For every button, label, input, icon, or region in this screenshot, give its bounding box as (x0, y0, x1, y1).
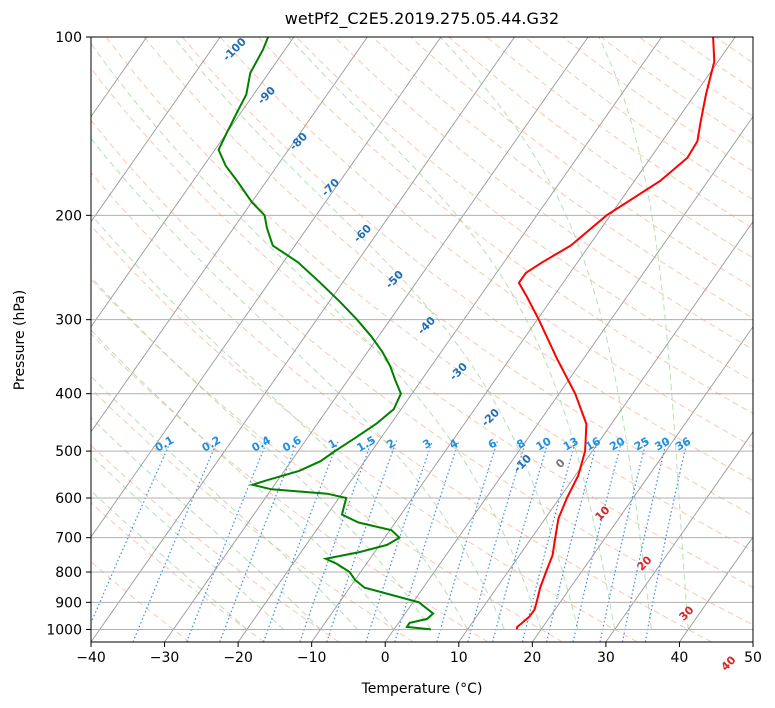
moist-adiabat-line (91, 375, 358, 630)
isotherm-line (91, 37, 221, 223)
isotherm-line (91, 37, 368, 433)
mixing-ratio-line (299, 440, 373, 642)
dry-adiabat-line (257, 37, 753, 415)
x-tick-label: 50 (744, 650, 762, 666)
mixing-ratio-line (599, 440, 647, 642)
dry-adiabat-line (296, 37, 753, 382)
x-tick-label: 0 (381, 650, 390, 666)
moist-adiabat-line (91, 42, 542, 630)
isotherm-line (91, 37, 515, 642)
moist-adiabat-line (91, 329, 395, 630)
x-tick-label: −40 (76, 650, 106, 666)
y-axis-label: Pressure (hPa) (12, 290, 28, 390)
moist-adiabat-line (91, 213, 469, 630)
pressure-grid (91, 37, 753, 630)
mixing-ratio-line (572, 440, 623, 642)
dry-adiabat-line (91, 278, 563, 642)
x-tick-label: 20 (523, 650, 541, 666)
dry-adiabat-line (91, 171, 713, 642)
dry-adiabat-line (334, 37, 753, 350)
y-tick-label: 100 (55, 30, 82, 46)
x-tick-label: −10 (297, 650, 327, 666)
y-tick-label: 600 (55, 491, 82, 507)
y-tick-label: 800 (55, 565, 82, 581)
dry-adiabat-line (91, 67, 753, 589)
dry-adiabat-line (143, 37, 753, 516)
dry-adiabat-line (91, 502, 265, 642)
isotherm-line (384, 115, 753, 642)
dry-adiabat-line (105, 37, 753, 552)
dry-adiabat-line (410, 37, 753, 289)
y-tick-label: 300 (55, 313, 82, 329)
y-tick-label: 500 (55, 444, 82, 460)
mixing-ratio-line (467, 440, 527, 642)
x-tick-label: 10 (450, 650, 468, 666)
moist-adiabat-line (91, 416, 321, 630)
y-tick-label: 200 (55, 208, 82, 224)
profile-series (217, 37, 716, 631)
background-lines (91, 37, 753, 642)
mixing-ratio-line (91, 440, 172, 625)
isotherm-line (164, 37, 589, 642)
y-tick-label: 900 (55, 595, 82, 611)
isotherm-line (458, 220, 753, 642)
mixing-ratio-line (644, 440, 688, 642)
y-tick-label: 1000 (46, 622, 82, 638)
moist-adiabat-line (91, 137, 505, 630)
plot-area (91, 37, 753, 642)
dry-adiabat-line (219, 37, 753, 448)
y-ticks: 100 200 300 400 500 600 700 800 900 1000 (46, 30, 91, 638)
mixing-ratio-line (262, 440, 339, 642)
moist-adiabat-line (91, 490, 248, 630)
x-tick-label: 30 (597, 650, 615, 666)
mixing-ratio-line (492, 440, 550, 642)
moist-adiabat-line (173, 37, 579, 630)
plot-frame (90, 36, 754, 643)
mixing-ratio-line (132, 440, 219, 642)
moist-adiabat-line (439, 37, 652, 630)
x-tick-label: 40 (671, 650, 689, 666)
mixing-ratio-line (546, 440, 599, 642)
chart-title: wetPf2_C2E5.2019.275.05.44.G32 (285, 9, 559, 29)
isotherm-line (91, 37, 442, 538)
moist-adiabat-line (91, 454, 285, 630)
isotherm-line (237, 37, 662, 642)
dry-adiabat-line (91, 224, 638, 642)
x-tick-label: −30 (150, 650, 180, 666)
moist-adiabat-line (288, 37, 616, 630)
dewpoint-profile-line (217, 37, 435, 631)
isotherm-line (311, 37, 736, 642)
isotherm-line (91, 37, 295, 328)
isotherm-line (531, 325, 753, 642)
isotherm-line (605, 431, 753, 642)
x-tick-label: −20 (223, 650, 253, 666)
dry-adiabat-line (91, 119, 753, 626)
x-ticks: −40 −30 −20 −10 0 10 20 30 40 50 (76, 642, 762, 666)
moist-adiabat-line (598, 37, 689, 630)
mixing-ratio-line (394, 440, 460, 642)
temperature-profile-line (515, 37, 716, 630)
isotherm-line (679, 536, 753, 642)
moist-adiabat-line (91, 276, 432, 630)
mixing-ratio-line (622, 440, 668, 642)
x-axis-label: Temperature (°C) (361, 681, 483, 697)
y-tick-label: 700 (55, 531, 82, 547)
y-tick-label: 400 (55, 387, 82, 403)
mixing-ratio-line (436, 440, 499, 642)
